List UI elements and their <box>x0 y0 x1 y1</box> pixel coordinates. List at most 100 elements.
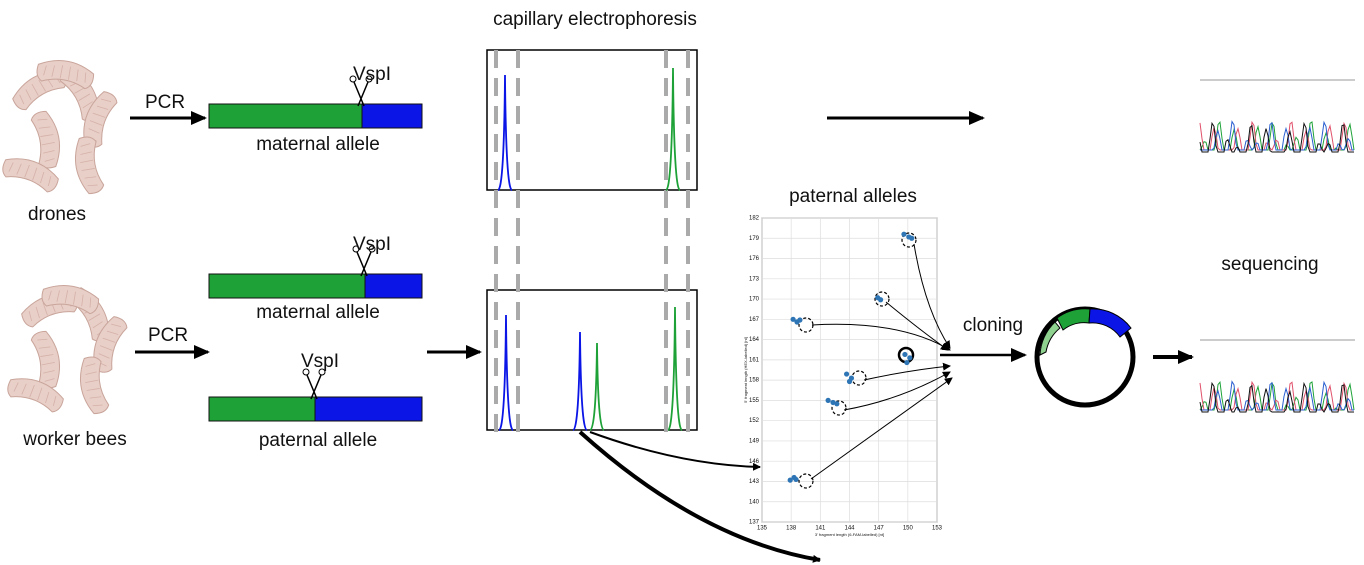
larva-segment <box>44 158 55 162</box>
trace <box>1199 380 1355 411</box>
larva-body <box>79 356 110 415</box>
cluster-ring <box>798 473 814 489</box>
larva-segment <box>84 176 97 179</box>
scissors-ring <box>302 368 310 376</box>
insert-blue <box>1088 308 1132 338</box>
y-tick-label: 179 <box>749 236 760 242</box>
arrow <box>578 430 821 563</box>
peak <box>572 331 588 431</box>
larva-segment <box>88 128 100 134</box>
larva-segment <box>41 361 55 366</box>
larva-segment <box>37 338 48 341</box>
label-pcr: PCR <box>148 325 188 346</box>
larva-segment <box>81 294 84 307</box>
larva-segment <box>16 163 22 175</box>
larva <box>30 110 61 169</box>
x-tick-label: 135 <box>757 526 768 532</box>
point <box>843 371 850 377</box>
larva-segment <box>87 184 98 187</box>
larva-body <box>83 91 118 148</box>
allele-green <box>208 273 366 299</box>
larva-segment <box>78 93 91 101</box>
peak <box>589 342 605 431</box>
point <box>846 378 853 385</box>
larva-segment <box>89 120 103 126</box>
insert-green <box>1056 308 1091 331</box>
arrow <box>843 371 951 411</box>
larva <box>79 356 110 415</box>
point <box>834 401 840 407</box>
larva-segment <box>44 378 55 382</box>
larva-segment <box>43 150 55 154</box>
larva-segment <box>52 396 57 407</box>
larva-segment <box>38 346 51 349</box>
larva-segment <box>73 291 76 305</box>
larva-segment <box>32 167 38 181</box>
larva-segment <box>101 98 112 103</box>
larva-segment <box>88 313 101 321</box>
larva-segment <box>98 353 110 359</box>
larva <box>2 158 59 193</box>
larva-segment <box>40 134 54 137</box>
trace <box>1199 121 1354 153</box>
point <box>790 316 796 322</box>
larva-segment <box>85 371 97 375</box>
larva-segment <box>102 337 116 343</box>
larva-segment <box>45 391 50 404</box>
y-tick-label: 149 <box>749 439 760 445</box>
point <box>907 355 913 361</box>
larva-segment <box>82 101 93 109</box>
label-vspi: VspI <box>353 64 391 85</box>
trace <box>1200 380 1354 411</box>
larva-segment <box>43 65 47 76</box>
larva <box>7 378 64 413</box>
point <box>909 235 915 241</box>
x-tick-label: 153 <box>932 526 943 532</box>
larva-segment <box>92 112 106 118</box>
larva-segment <box>24 164 30 178</box>
y-tick-label: 140 <box>749 499 760 505</box>
larva-segment <box>76 69 79 82</box>
point <box>902 351 908 358</box>
y-tick-label: 155 <box>749 398 760 404</box>
scissors-ring <box>368 245 376 253</box>
trace <box>1199 120 1355 151</box>
x-tick-label: 141 <box>815 526 826 532</box>
allele-green <box>208 396 316 422</box>
scissors-ring <box>318 368 326 376</box>
cluster-ring <box>831 400 847 416</box>
scissors-ring <box>365 75 373 83</box>
arrow <box>589 431 761 471</box>
label-vspi: VspI <box>353 234 391 255</box>
larva-segment <box>96 105 109 110</box>
larva-segment <box>37 118 48 121</box>
arrow <box>885 301 949 351</box>
y-tick-label: 158 <box>749 378 760 384</box>
peak <box>665 67 681 191</box>
larva-body <box>2 158 59 193</box>
larva-segment <box>29 384 35 398</box>
larva-segment <box>28 311 33 322</box>
label-cloning: cloning <box>963 315 1023 336</box>
larva-segment <box>40 171 45 184</box>
larva-segment <box>19 94 25 105</box>
allele-blue <box>364 273 423 299</box>
y-tick-label: 146 <box>749 459 760 465</box>
larva <box>41 284 100 315</box>
larva-segment <box>42 302 48 316</box>
allele-blue <box>361 103 423 129</box>
larva-segment <box>48 290 52 301</box>
larva-segment <box>85 379 99 384</box>
larva-segment <box>99 345 113 351</box>
arrow <box>863 362 951 381</box>
larva <box>74 136 105 195</box>
y-tick-label: 137 <box>749 520 760 526</box>
title-capillary: capillary electrophoresis <box>493 9 697 30</box>
larva-segment <box>89 297 92 308</box>
larva-segment <box>31 83 39 96</box>
larva-segment <box>84 72 87 83</box>
larva-segment <box>85 363 96 367</box>
larva-segment <box>43 370 55 374</box>
label-allele: paternal allele <box>259 430 377 451</box>
label-sequencing: sequencing <box>1221 254 1318 275</box>
